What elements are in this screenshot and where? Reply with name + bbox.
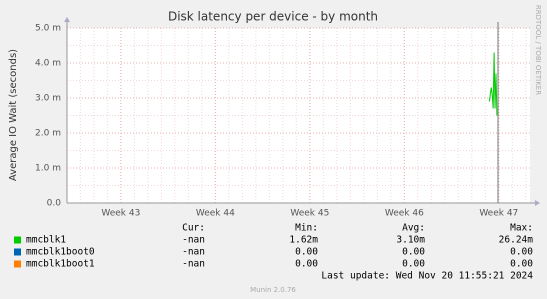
- legend-stat: -nan: [182, 247, 205, 258]
- legend-stat: 1.62m: [289, 235, 318, 246]
- legend-stat: 26.24m: [499, 235, 534, 246]
- x-tick-label: Week 44: [196, 209, 235, 219]
- legend-name: mmcblk1boot1: [26, 259, 95, 270]
- series-line: [488, 52, 498, 116]
- x-arrow: [535, 200, 540, 206]
- legend-stat: 0.00: [295, 247, 318, 258]
- y-arrow: [64, 17, 70, 22]
- legend-stat: 0.00: [510, 247, 533, 258]
- grid: [67, 27, 530, 204]
- y-axis-label: Average IO Wait (seconds): [8, 49, 19, 181]
- y-tick-label: 1.0 m: [35, 164, 61, 174]
- x-tick-label: Week 46: [385, 209, 424, 219]
- side-note: RRDTOOL / TOBI OETIKER: [534, 5, 542, 95]
- legend-header: Avg:: [402, 223, 425, 234]
- y-tick-label: 5.0 m: [35, 24, 61, 34]
- legend-stat: 3.10m: [396, 235, 425, 246]
- y-tick-label: 4.0 m: [35, 59, 61, 69]
- legend-name: mmcblk1: [26, 235, 66, 246]
- chart-title: Disk latency per device - by month: [168, 10, 378, 24]
- y-tick-label: 3.0 m: [35, 94, 61, 104]
- legend-stat: -nan: [182, 259, 205, 270]
- x-tick-label: Week 47: [479, 209, 518, 219]
- legend-header: Min:: [295, 223, 318, 234]
- legend-header: Max:: [510, 223, 533, 234]
- legend-header: Cur:: [182, 223, 205, 234]
- legend-stat: 0.00: [402, 247, 425, 258]
- legend-stat: 0.00: [295, 259, 318, 270]
- legend-swatch: [14, 260, 21, 268]
- legend-stat: -nan: [182, 235, 205, 246]
- legend-swatch: [14, 248, 21, 256]
- x-tick-label: Week 43: [101, 209, 140, 219]
- legend-swatch: [14, 236, 21, 244]
- legend-stat: 0.00: [402, 259, 425, 270]
- legend-stat: 0.00: [510, 259, 533, 270]
- last-update: Last update: Wed Nov 20 11:55:21 2024: [321, 271, 533, 282]
- y-tick-label: 0.0: [47, 199, 62, 209]
- y-tick-label: 2.0 m: [35, 129, 61, 139]
- footer: Munin 2.0.76: [250, 286, 296, 294]
- x-tick-label: Week 45: [290, 209, 329, 219]
- legend-name: mmcblk1boot0: [26, 247, 95, 258]
